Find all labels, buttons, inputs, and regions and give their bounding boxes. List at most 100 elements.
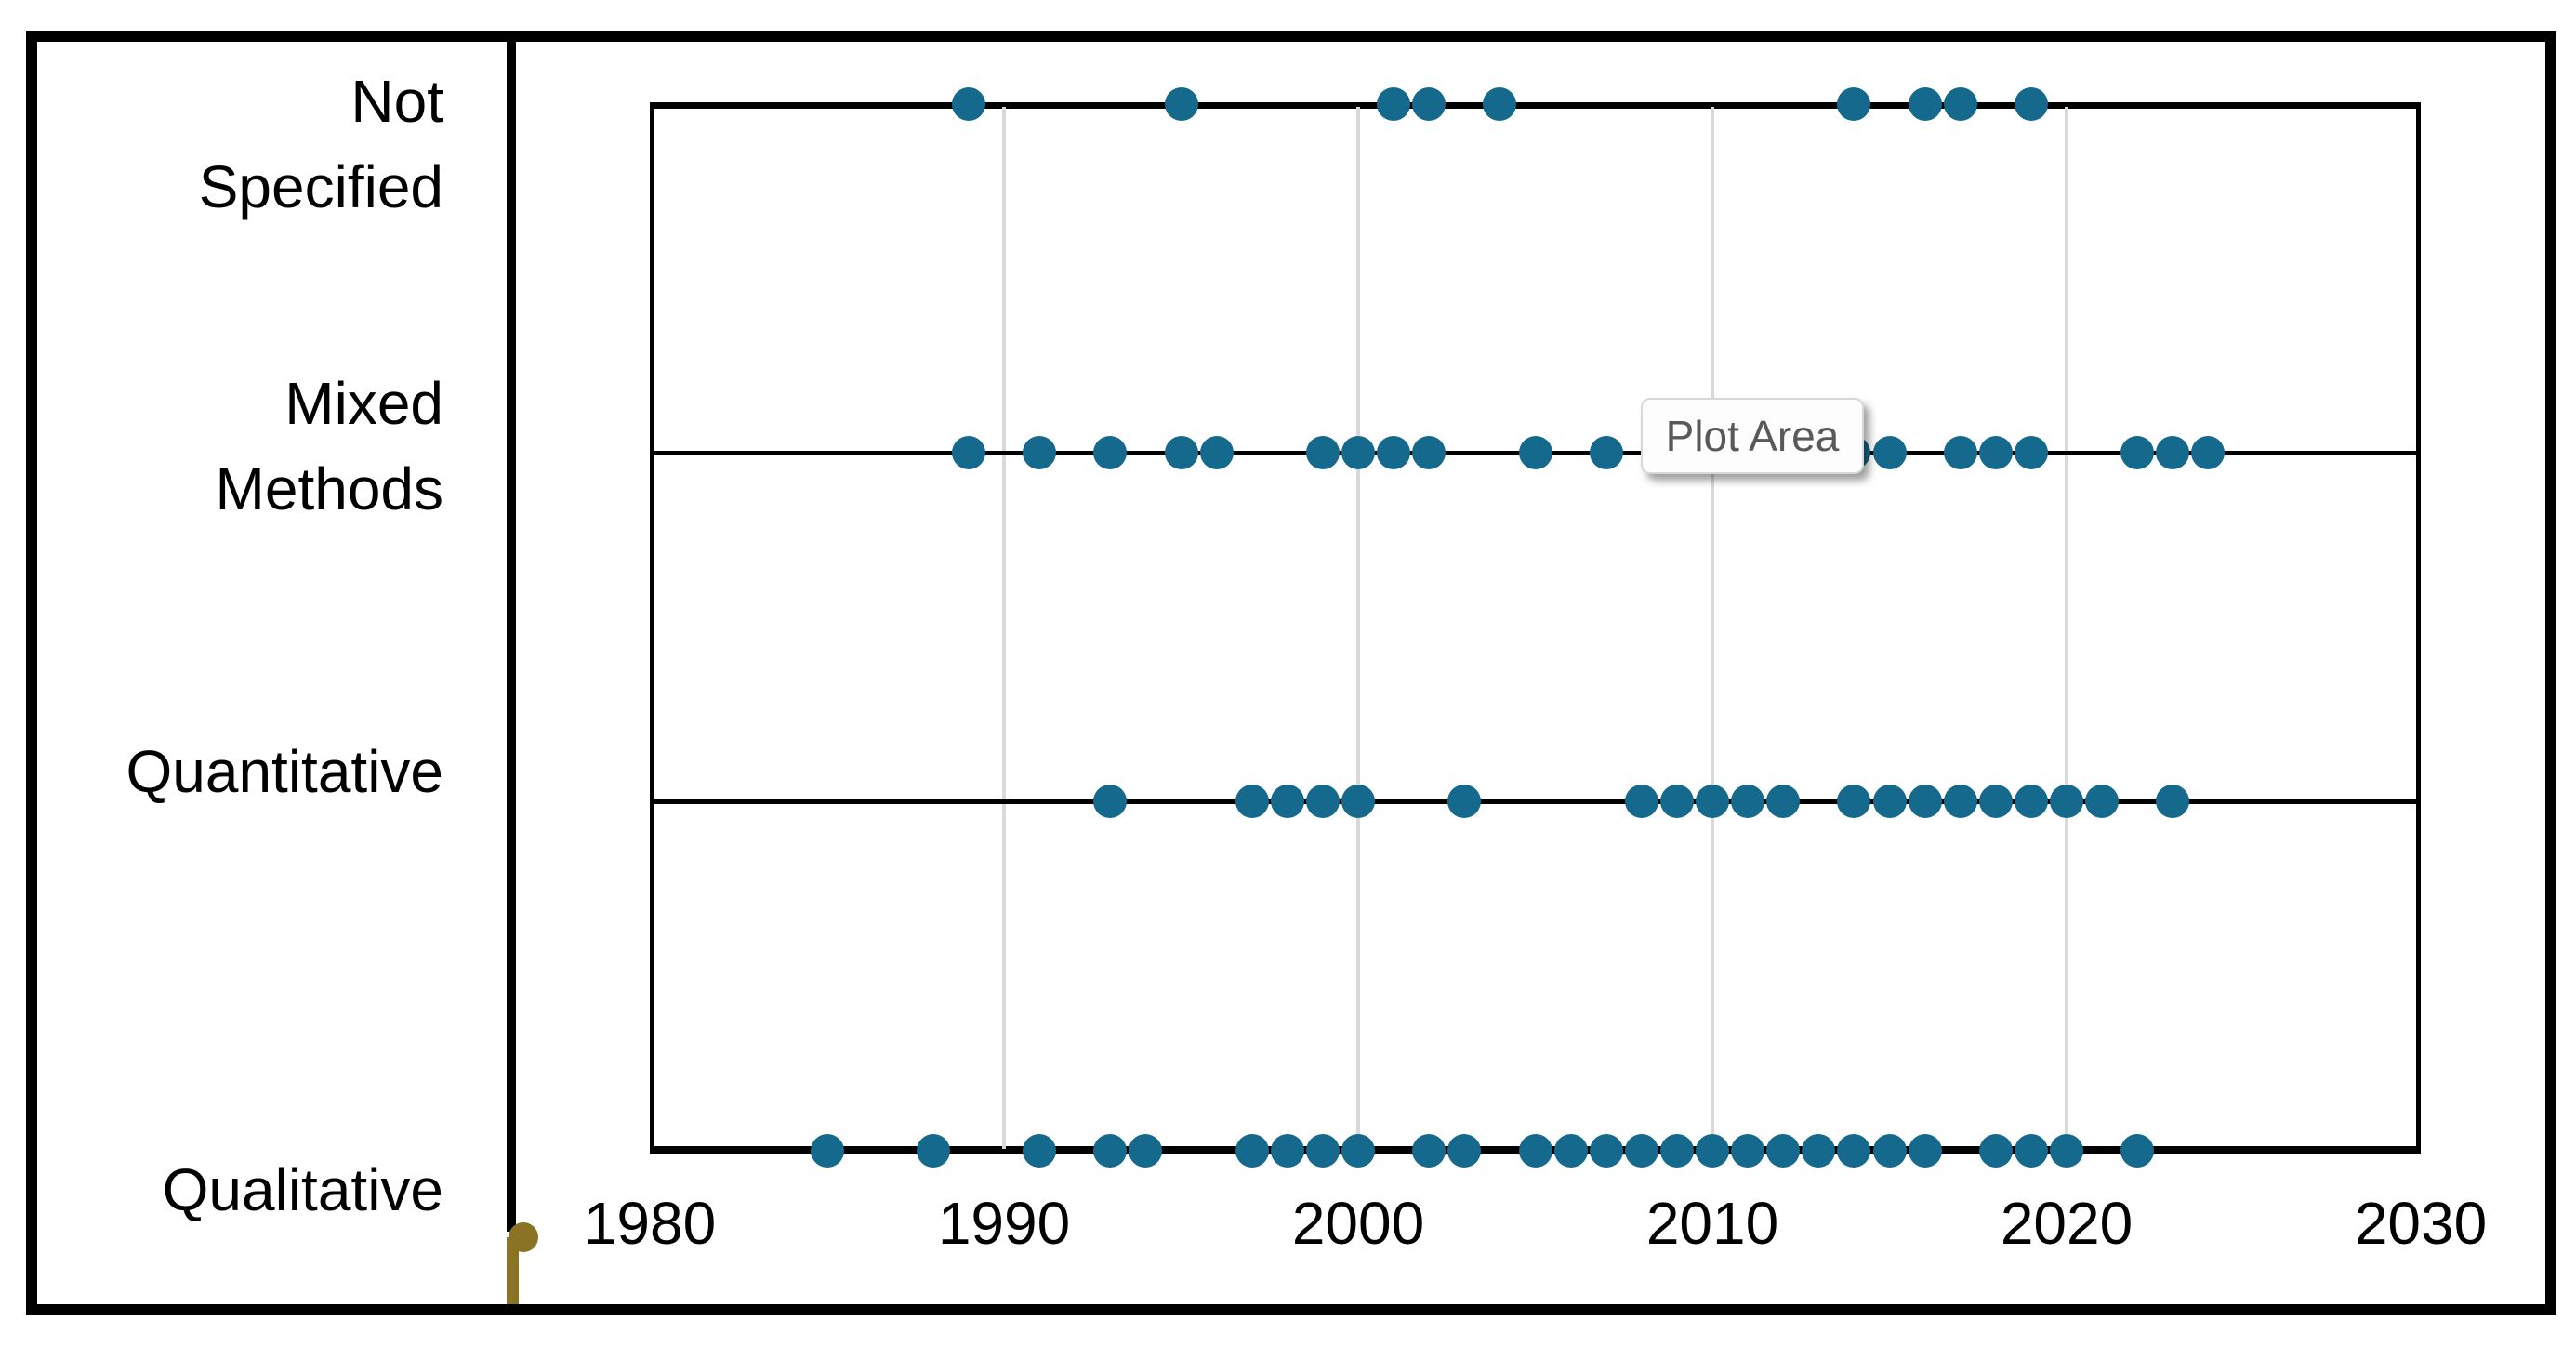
data-point-dot[interactable]: [1731, 785, 1765, 818]
y-axis-category-label-line: Quantitative: [125, 738, 443, 805]
data-point-dot[interactable]: [1199, 436, 1234, 469]
data-point-dot[interactable]: [1518, 1134, 1552, 1168]
x-axis-tick-label: 2030: [2354, 1190, 2488, 1257]
data-point-dot[interactable]: [1129, 1134, 1163, 1168]
data-point-dot[interactable]: [1377, 87, 1411, 121]
data-point-dot[interactable]: [2014, 87, 2048, 121]
data-point-dot[interactable]: [1978, 1134, 2013, 1168]
data-point-dot[interactable]: [2014, 785, 2048, 818]
data-point-dot[interactable]: [1837, 1134, 1871, 1168]
data-point-dot[interactable]: [1093, 436, 1128, 469]
category-axis-divider-line: [507, 42, 516, 1232]
data-point-dot[interactable]: [1731, 1134, 1765, 1168]
y-axis-category-label-line: Methods: [215, 455, 443, 522]
data-point-dot[interactable]: [2014, 436, 2048, 469]
data-point-dot[interactable]: [1872, 436, 1907, 469]
y-axis-category-label-line: Qualitative: [162, 1156, 443, 1223]
data-point-dot[interactable]: [1624, 1134, 1658, 1168]
x-axis-tick-label: 2010: [1645, 1190, 1779, 1257]
data-point-dot[interactable]: [2085, 785, 2120, 818]
data-point-dot[interactable]: [1164, 87, 1198, 121]
plot-area-tooltip: Plot Area: [1641, 398, 1864, 474]
data-point-dot[interactable]: [2191, 436, 2226, 469]
data-point-dot[interactable]: [1377, 436, 1411, 469]
stray-marker-line: [507, 1237, 519, 1304]
decade-gridline: [1002, 104, 1006, 1151]
data-point-dot[interactable]: [2014, 1134, 2048, 1168]
data-point-dot[interactable]: [1518, 436, 1552, 469]
y-axis-category-label: Qualitative: [37, 1147, 443, 1233]
data-point-dot[interactable]: [1802, 1134, 1836, 1168]
data-point-dot[interactable]: [1624, 785, 1658, 818]
data-point-dot[interactable]: [1872, 785, 1907, 818]
data-point-dot[interactable]: [1696, 785, 1729, 818]
data-point-dot[interactable]: [2050, 785, 2083, 818]
x-axis-tick-label: 2000: [1291, 1190, 1425, 1257]
plot-area[interactable]: [650, 104, 2421, 1151]
data-point-dot[interactable]: [1943, 436, 1977, 469]
data-point-dot[interactable]: [1412, 1134, 1447, 1168]
data-point-dot[interactable]: [1093, 785, 1128, 818]
data-point-dot[interactable]: [1696, 1134, 1729, 1168]
data-point-dot[interactable]: [1023, 436, 1057, 469]
data-point-dot[interactable]: [1235, 1134, 1269, 1168]
data-point-dot[interactable]: [1305, 436, 1340, 469]
data-point-dot[interactable]: [1766, 1134, 1801, 1168]
decade-gridline: [1356, 104, 1360, 1151]
data-point-dot[interactable]: [1235, 785, 1269, 818]
data-point-dot[interactable]: [1837, 785, 1871, 818]
decade-gridline: [1711, 104, 1714, 1151]
x-axis-tick-label: 2020: [2000, 1190, 2133, 1257]
data-point-dot[interactable]: [1164, 436, 1198, 469]
y-axis-category-label-line: Not: [350, 68, 443, 135]
y-axis-category-label-line: Mixed: [284, 370, 443, 437]
data-point-dot[interactable]: [1766, 785, 1801, 818]
data-point-dot[interactable]: [1412, 436, 1447, 469]
data-point-dot[interactable]: [2156, 785, 2190, 818]
data-point-dot[interactable]: [1978, 785, 2013, 818]
data-point-dot[interactable]: [1943, 87, 1977, 121]
data-point-dot[interactable]: [1341, 436, 1375, 469]
data-point-dot[interactable]: [1908, 87, 1942, 121]
y-axis-category-label: Mixed Methods: [37, 361, 443, 532]
data-point-dot[interactable]: [2156, 436, 2190, 469]
data-point-dot[interactable]: [1553, 1134, 1588, 1168]
data-point-dot[interactable]: [916, 1134, 950, 1168]
data-point-dot[interactable]: [1270, 1134, 1304, 1168]
data-point-dot[interactable]: [1872, 1134, 1907, 1168]
data-point-dot[interactable]: [1483, 87, 1517, 121]
data-point-dot[interactable]: [1447, 785, 1482, 818]
data-point-dot[interactable]: [1978, 436, 2013, 469]
data-point-dot[interactable]: [951, 436, 985, 469]
data-point-dot[interactable]: [1908, 785, 1942, 818]
data-point-dot[interactable]: [1305, 1134, 1340, 1168]
data-point-dot[interactable]: [1589, 1134, 1623, 1168]
x-axis-tick-label: 1990: [937, 1190, 1071, 1257]
data-point-dot[interactable]: [1837, 87, 1871, 121]
data-point-dot[interactable]: [1341, 785, 1375, 818]
data-point-dot[interactable]: [2120, 436, 2155, 469]
data-point-dot[interactable]: [1659, 1134, 1694, 1168]
data-point-dot[interactable]: [1093, 1134, 1128, 1168]
data-point-dot[interactable]: [2050, 1134, 2083, 1168]
data-point-dot[interactable]: [1589, 436, 1623, 469]
data-point-dot[interactable]: [1943, 785, 1977, 818]
plot-area-tooltip-label: Plot Area: [1665, 412, 1840, 460]
figure-border: [26, 31, 2556, 1315]
x-axis-tick-label: 1980: [583, 1190, 717, 1257]
data-point-dot[interactable]: [1023, 1134, 1057, 1168]
data-point-dot[interactable]: [1908, 1134, 1942, 1168]
data-point-dot[interactable]: [1659, 785, 1694, 818]
data-point-dot[interactable]: [810, 1134, 844, 1168]
data-point-dot[interactable]: [1447, 1134, 1482, 1168]
data-point-dot[interactable]: [1305, 785, 1340, 818]
data-point-dot[interactable]: [1341, 1134, 1375, 1168]
data-point-dot[interactable]: [1412, 87, 1447, 121]
data-point-dot[interactable]: [2120, 1134, 2155, 1168]
y-axis-category-label: Quantitative: [37, 729, 443, 814]
decade-gridline: [2065, 104, 2068, 1151]
category-row-line: [650, 102, 2421, 107]
data-point-dot[interactable]: [951, 87, 985, 121]
data-point-dot[interactable]: [1270, 785, 1304, 818]
